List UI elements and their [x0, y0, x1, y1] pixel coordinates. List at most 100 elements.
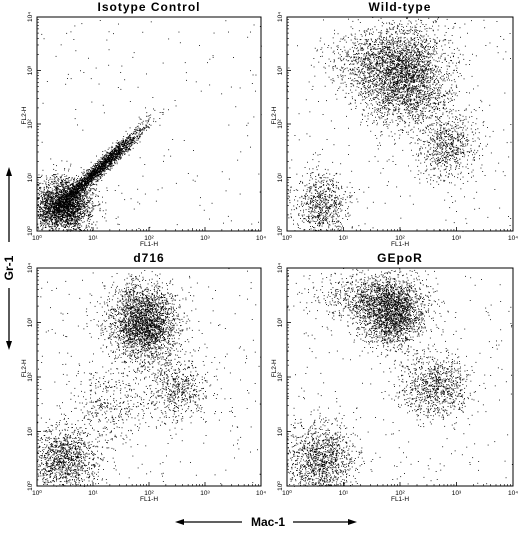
data-point	[102, 171, 103, 173]
data-point	[75, 187, 77, 189]
data-point	[38, 187, 40, 189]
data-point	[39, 218, 41, 219]
data-point	[76, 203, 78, 205]
data-point	[72, 198, 74, 200]
data-point	[63, 210, 65, 211]
data-point	[83, 189, 85, 191]
data-point	[38, 205, 39, 207]
data-point	[139, 157, 141, 159]
data-point	[94, 184, 96, 185]
data-point	[62, 186, 64, 188]
data-point	[70, 192, 72, 194]
data-point	[56, 205, 58, 206]
data-point	[51, 197, 52, 199]
data-point	[90, 177, 92, 179]
data-point	[213, 32, 215, 34]
data-point	[67, 223, 69, 225]
data-point	[75, 219, 77, 220]
data-point	[97, 195, 99, 197]
data-point	[89, 169, 91, 170]
data-point	[60, 211, 62, 213]
data-point	[51, 175, 53, 176]
data-point	[67, 181, 69, 183]
data-point	[53, 196, 55, 198]
data-point	[76, 184, 78, 186]
data-point	[253, 116, 255, 118]
data-point	[124, 79, 126, 81]
data-point	[70, 206, 72, 207]
data-point	[58, 218, 60, 220]
data-point	[90, 179, 92, 181]
data-point	[61, 175, 62, 177]
data-point	[89, 211, 91, 213]
data-point	[48, 210, 49, 212]
data-point	[54, 226, 56, 228]
data-point	[55, 181, 57, 183]
data-point	[113, 150, 115, 152]
data-point	[56, 197, 58, 199]
data-point	[110, 163, 112, 165]
data-point	[64, 220, 66, 222]
data-point	[97, 180, 99, 181]
data-point	[97, 173, 99, 174]
data-point	[58, 210, 60, 212]
data-point	[79, 215, 81, 216]
data-point	[93, 175, 95, 177]
data-point	[43, 214, 45, 215]
data-point	[92, 205, 94, 207]
data-point	[45, 205, 47, 207]
data-point	[81, 201, 83, 203]
data-point	[116, 154, 117, 156]
data-point	[76, 193, 77, 195]
data-point	[115, 157, 117, 159]
data-point	[71, 206, 73, 207]
data-point	[48, 195, 50, 197]
data-point	[51, 199, 53, 201]
data-point	[66, 221, 68, 223]
data-point	[49, 206, 51, 208]
data-point	[56, 218, 58, 220]
data-point	[39, 187, 41, 189]
data-point	[183, 140, 185, 141]
data-point	[118, 143, 120, 144]
data-point	[70, 194, 72, 196]
data-point	[92, 194, 94, 196]
data-point	[97, 173, 98, 175]
data-point	[85, 180, 87, 182]
data-point	[64, 185, 66, 187]
data-point	[110, 159, 112, 161]
data-point	[88, 206, 90, 208]
data-point	[80, 190, 81, 192]
data-point	[80, 179, 82, 181]
data-point	[75, 191, 77, 193]
data-point	[118, 152, 120, 154]
data-point	[104, 168, 106, 170]
data-point	[71, 208, 73, 210]
data-point	[104, 159, 106, 161]
data-point	[69, 195, 71, 197]
data-point	[58, 211, 60, 213]
data-point	[82, 204, 84, 206]
data-point	[87, 185, 88, 187]
data-point	[81, 212, 83, 214]
data-point	[67, 215, 68, 216]
data-point	[111, 152, 113, 154]
data-point	[68, 214, 69, 215]
data-point	[70, 201, 71, 203]
data-point	[107, 158, 109, 159]
data-point	[44, 205, 45, 207]
data-point	[99, 168, 101, 170]
data-point	[78, 227, 80, 228]
data-point	[58, 206, 60, 207]
data-point	[115, 145, 117, 146]
data-point	[67, 195, 69, 197]
data-point	[108, 165, 110, 166]
data-point	[221, 171, 223, 173]
data-point	[84, 202, 85, 204]
data-point	[54, 222, 56, 224]
data-point	[85, 177, 87, 179]
data-point	[70, 208, 72, 210]
data-point	[67, 73, 69, 75]
data-point	[43, 189, 45, 191]
data-point	[84, 183, 86, 185]
